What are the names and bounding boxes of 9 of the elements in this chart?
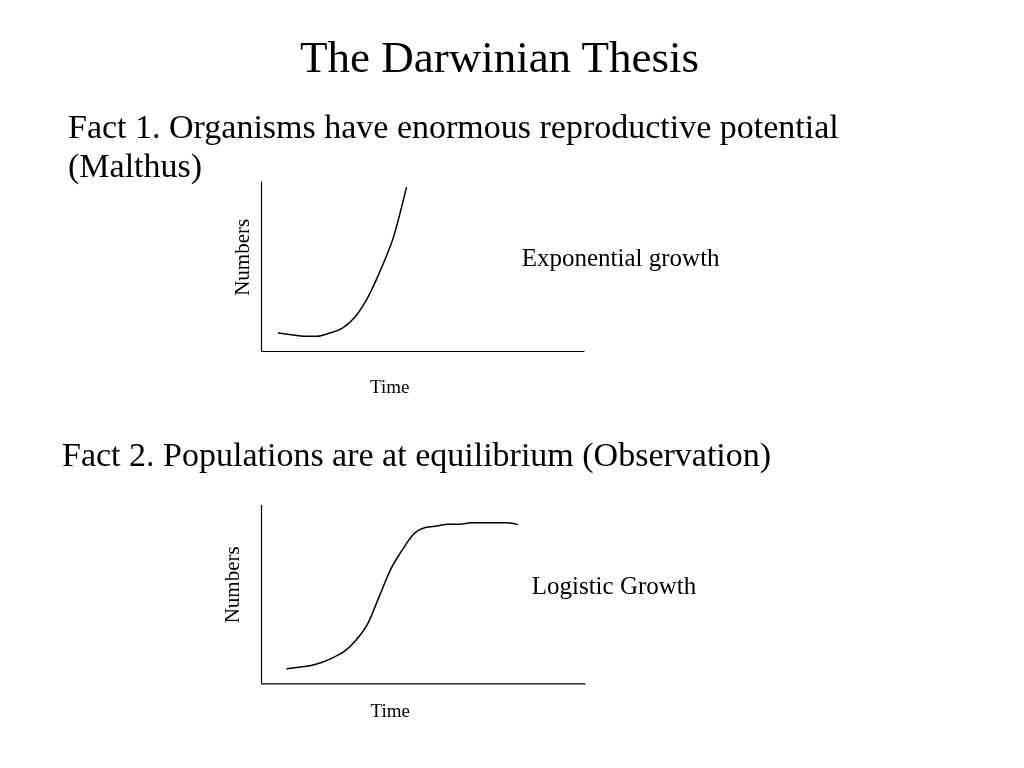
annotation: Logistic Growth xyxy=(531,572,697,600)
y-axis-title: Numbers xyxy=(230,218,255,296)
y-axis-title: Numbers xyxy=(220,546,245,624)
chart-title: The Darwinian Thesis xyxy=(299,32,700,82)
chart-subtitle: Fact 1. Organisms have enormous reproductive potential (Malthus) xyxy=(68,107,839,186)
annotation: Exponential growth xyxy=(521,244,721,271)
chart-title: Fact 2. Populations are at equilibrium (Observation) xyxy=(62,436,772,474)
x-axis-title: Time xyxy=(369,376,410,398)
x-axis-title: Time xyxy=(370,700,410,722)
